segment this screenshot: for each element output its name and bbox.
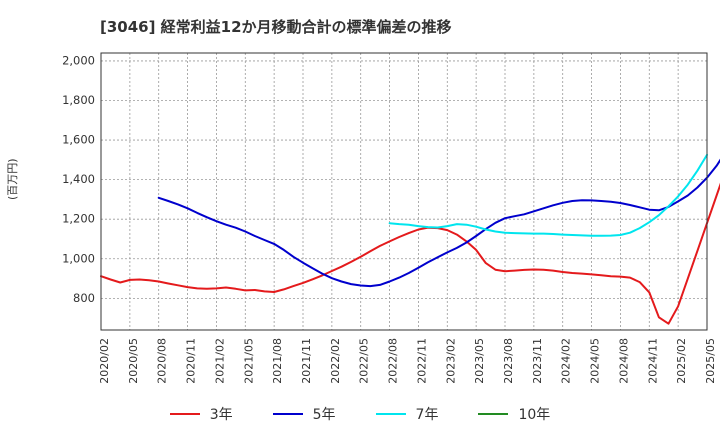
plot-frame bbox=[100, 52, 708, 331]
x-tick-label: 2021/05 bbox=[242, 338, 255, 384]
x-tick-label: 2021/11 bbox=[300, 338, 313, 384]
legend: 3年 5年 7年 10年 bbox=[0, 404, 720, 424]
y-tick-label: 1,600 bbox=[62, 133, 95, 147]
x-tick-label: 2020/08 bbox=[156, 338, 169, 384]
y-tick-label: 2,000 bbox=[62, 53, 95, 67]
series-line-5年 bbox=[157, 158, 720, 288]
y-tick-label: 1,400 bbox=[62, 172, 95, 186]
y-tick-label: 800 bbox=[73, 291, 95, 305]
x-tick-label: 2025/05 bbox=[704, 338, 717, 384]
x-tick-label: 2022/11 bbox=[415, 338, 428, 384]
x-tick-label: 2022/05 bbox=[358, 338, 371, 384]
legend-item-5yr[interactable]: 5年 bbox=[272, 404, 336, 424]
x-tick-label: 2023/05 bbox=[473, 338, 486, 384]
x-tick-label: 2022/08 bbox=[387, 338, 400, 384]
series-line-7年 bbox=[388, 153, 708, 237]
series-line-3年 bbox=[100, 182, 720, 325]
legend-item-7yr[interactable]: 7年 bbox=[375, 404, 439, 424]
legend-label-7yr: 7年 bbox=[415, 407, 439, 423]
x-tick-label: 2023/08 bbox=[502, 338, 515, 384]
legend-item-3yr[interactable]: 3年 bbox=[169, 404, 233, 424]
x-tick-label: 2024/05 bbox=[589, 338, 602, 384]
x-tick-label: 2023/11 bbox=[531, 338, 544, 384]
legend-swatch-7yr bbox=[375, 413, 406, 415]
series-lines bbox=[100, 153, 720, 325]
legend-label-3yr: 3年 bbox=[209, 407, 233, 423]
x-tick-label: 2025/02 bbox=[675, 338, 688, 384]
x-tick-label: 2024/02 bbox=[560, 338, 573, 384]
x-tick-label: 2021/02 bbox=[213, 338, 226, 384]
legend-swatch-3yr bbox=[169, 413, 200, 415]
x-tick-label: 2024/08 bbox=[617, 338, 630, 384]
grid bbox=[100, 53, 708, 330]
x-tick-label: 2020/02 bbox=[98, 338, 111, 384]
legend-swatch-10yr bbox=[478, 413, 509, 415]
legend-item-10yr[interactable]: 10年 bbox=[478, 404, 550, 424]
x-tick-label: 2020/05 bbox=[127, 338, 140, 384]
axis-labels: 2020/02 2020/05 2020/08 2020/11 2021/02 2021/… bbox=[62, 53, 717, 383]
y-tick-label: 1,200 bbox=[62, 212, 95, 226]
y-tick-label: 1,800 bbox=[62, 93, 95, 107]
x-tick-label: 2022/02 bbox=[329, 338, 342, 384]
legend-label-10yr: 10年 bbox=[518, 407, 551, 423]
legend-label-5yr: 5年 bbox=[312, 407, 336, 423]
x-tick-label: 2024/11 bbox=[646, 338, 659, 384]
x-tick-label: 2020/11 bbox=[185, 338, 198, 384]
y-tick-label: 1,000 bbox=[62, 251, 95, 265]
chart-title: [3046] 経常利益12か月移動合計の標準偏差の推移 bbox=[100, 18, 452, 36]
x-tick-label: 2021/08 bbox=[271, 338, 284, 384]
legend-swatch-5yr bbox=[272, 413, 303, 415]
x-tick-label: 2023/02 bbox=[444, 338, 457, 384]
